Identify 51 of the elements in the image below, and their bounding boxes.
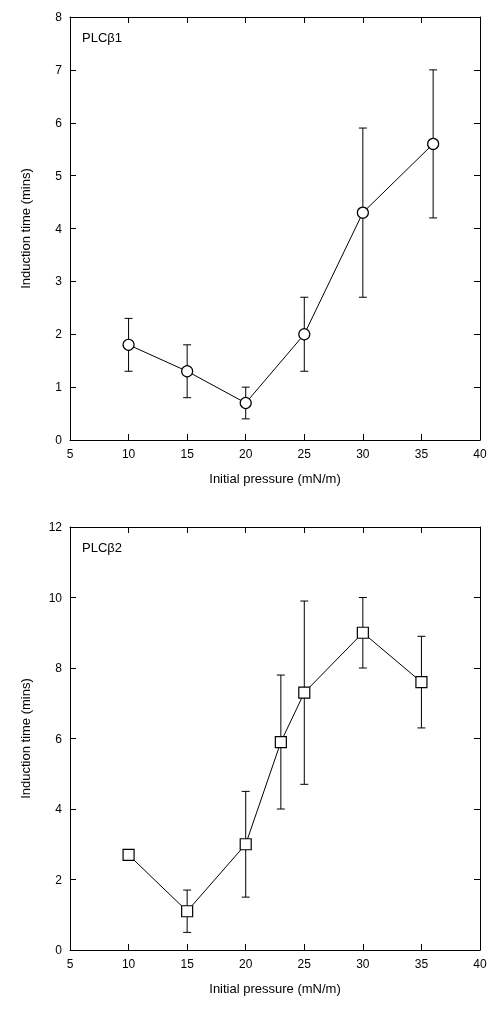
x-axis-title: Initial pressure (mN/m) (209, 981, 341, 996)
point (181, 365, 194, 378)
x-tick-label: 5 (66, 957, 74, 971)
y-tick-label: 2 (55, 327, 63, 342)
y-tick-label: 4 (55, 221, 63, 236)
x-tick-label: 35 (414, 447, 429, 461)
y-tick-label: 0 (55, 943, 63, 957)
point (356, 206, 369, 219)
x-tick-label: 5 (66, 447, 74, 461)
x-tick-label: 20 (239, 957, 253, 971)
x-tick-label: 20 (239, 447, 253, 461)
point (239, 838, 252, 851)
point (415, 676, 428, 689)
y-tick-label: 3 (55, 274, 63, 289)
y-tick-label: 0 (55, 433, 63, 447)
x-tick-label: 25 (297, 447, 312, 461)
x-tick-label: 15 (180, 447, 195, 461)
x-tick-label: 10 (121, 447, 136, 461)
x-tick-label: 30 (356, 447, 370, 461)
y-tick-label: 5 (55, 168, 63, 183)
x-tick-label: 15 (180, 957, 195, 971)
point (122, 848, 135, 861)
point (427, 137, 440, 150)
y-tick-label: 12 (48, 520, 63, 534)
point (181, 905, 194, 918)
x-tick-label: 10 (121, 957, 136, 971)
y-tick-label: 6 (55, 731, 63, 746)
x-axis-title: Initial pressure (mN/m) (209, 471, 341, 486)
point (239, 396, 252, 410)
x-tick-label: 40 (473, 447, 487, 461)
annotation: PLCβ2 (82, 540, 122, 555)
y-tick-label: 2 (55, 872, 63, 887)
point (298, 686, 311, 699)
y-axis-title: Induction time (mins) (18, 678, 33, 799)
x-tick-label: 25 (297, 957, 312, 971)
point (274, 735, 287, 749)
y-tick-label: 4 (55, 802, 63, 816)
y-axis-title: Induction time (mins) (18, 168, 33, 289)
point (298, 328, 311, 341)
y-tick-label: 1 (55, 380, 63, 395)
x-tick-label: 40 (473, 957, 487, 971)
annotation: PLCβ1 (82, 30, 122, 45)
y-tick-label: 7 (55, 62, 63, 77)
x-tick-label: 35 (414, 957, 429, 971)
y-tick-label: 10 (48, 590, 63, 605)
y-tick-label: 6 (55, 115, 63, 130)
point (356, 626, 369, 639)
point (122, 338, 135, 351)
y-tick-label: 8 (55, 661, 63, 675)
x-tick-label: 30 (356, 957, 370, 971)
y-tick-label: 8 (55, 10, 63, 24)
